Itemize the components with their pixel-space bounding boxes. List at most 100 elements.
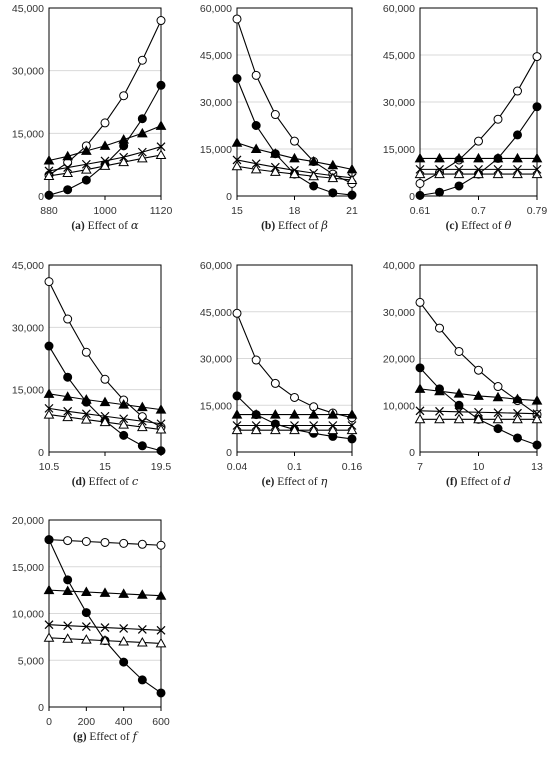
data-point (44, 620, 54, 630)
caption-symbol: α (131, 218, 139, 232)
data-point (232, 155, 242, 165)
data-point (270, 110, 280, 120)
x-tick-label: 1120 (150, 205, 173, 217)
data-point (231, 160, 243, 171)
data-point (155, 120, 167, 130)
data-point (473, 168, 484, 179)
data-point (327, 172, 339, 183)
data-point (63, 372, 73, 382)
data-point (308, 424, 320, 435)
data-point (474, 136, 483, 146)
data-point (531, 395, 543, 405)
data-point (118, 636, 130, 646)
data-point (309, 181, 319, 191)
y-tick-label: 60,000 (383, 3, 415, 15)
data-point (289, 152, 300, 163)
data-point (62, 411, 74, 422)
panel-caption: (d) Effect of c (72, 474, 139, 488)
y-tick-label: 15,000 (12, 385, 44, 397)
data-point (251, 355, 261, 365)
y-tick-label: 0 (226, 447, 232, 459)
series-open-triangle (43, 409, 167, 434)
panel-caption: (a) Effect of α (71, 218, 139, 232)
data-point (81, 608, 91, 618)
data-point (100, 537, 110, 547)
data-point (80, 145, 92, 155)
data-point (493, 424, 503, 434)
caption-symbol: β (320, 218, 328, 232)
data-point (119, 91, 129, 101)
caption-label: (c) (446, 220, 462, 232)
data-point (136, 589, 148, 599)
data-point (100, 374, 110, 384)
data-point (156, 625, 166, 635)
x-tick-label: 15 (231, 205, 243, 217)
x-tick-label: 13 (531, 461, 543, 473)
y-tick-label: 45,000 (383, 50, 415, 62)
y-tick-label: 45,000 (200, 307, 232, 319)
y-tick-label: 0 (226, 191, 232, 203)
data-point (232, 74, 242, 83)
data-point (453, 168, 465, 179)
data-point (532, 409, 542, 419)
series-line (419, 106, 538, 196)
data-point (347, 190, 357, 200)
panel-caption: (f) Effect of d (446, 474, 511, 488)
series-line (419, 367, 538, 446)
data-point (44, 535, 54, 545)
y-tick-label: 30,000 (383, 307, 415, 319)
data-point (155, 424, 167, 434)
chart-panel-6: 0 10,000 20,000 30,000 40,000 7 10 13 (f) Effect… (383, 260, 543, 488)
y-tick-label: 45,000 (200, 50, 232, 62)
data-point (80, 634, 92, 644)
data-point (473, 413, 484, 424)
x-tick-label: 0.7 (471, 205, 486, 217)
data-point (118, 419, 130, 429)
data-point (453, 152, 465, 163)
data-point (99, 635, 111, 645)
caption-symbol: c (132, 474, 139, 488)
data-point (155, 404, 167, 414)
data-point (81, 347, 91, 357)
data-point (44, 190, 54, 200)
caption-text: Effect of (89, 731, 132, 743)
data-point (63, 314, 73, 324)
data-point (250, 409, 262, 419)
data-point (531, 413, 543, 424)
y-tick-label: 10,000 (383, 400, 415, 412)
series-line (419, 56, 538, 184)
y-tick-label: 0 (38, 447, 44, 459)
series-open-circle (415, 52, 542, 188)
data-point (513, 86, 522, 96)
y-tick-label: 40,000 (383, 260, 415, 272)
data-point (346, 424, 358, 435)
data-point (269, 148, 281, 158)
data-point (43, 632, 55, 642)
caption-text: Effect of (277, 476, 320, 488)
data-point (81, 537, 91, 547)
data-point (137, 416, 147, 426)
x-tick-label: 880 (40, 205, 58, 217)
x-tick-label: 0.1 (287, 461, 302, 473)
caption-symbol: η (320, 474, 327, 488)
data-point (137, 114, 147, 124)
data-point (289, 424, 300, 435)
data-point (119, 430, 129, 440)
data-point (492, 168, 504, 179)
x-tick-label: 0.61 (410, 205, 431, 217)
data-point (99, 416, 111, 427)
series-filled-triangle (231, 409, 358, 419)
series-open-triangle (414, 168, 543, 179)
data-point (327, 424, 339, 435)
data-point (290, 392, 299, 402)
data-point (156, 688, 166, 698)
data-point (270, 378, 280, 388)
x-tick-label: 1000 (93, 205, 117, 217)
caption-text: Effect of (460, 476, 503, 488)
data-point (435, 323, 444, 333)
y-tick-label: 0 (38, 191, 44, 203)
data-point (415, 363, 425, 373)
data-point (269, 409, 281, 419)
caption-label: (b) (261, 220, 278, 232)
